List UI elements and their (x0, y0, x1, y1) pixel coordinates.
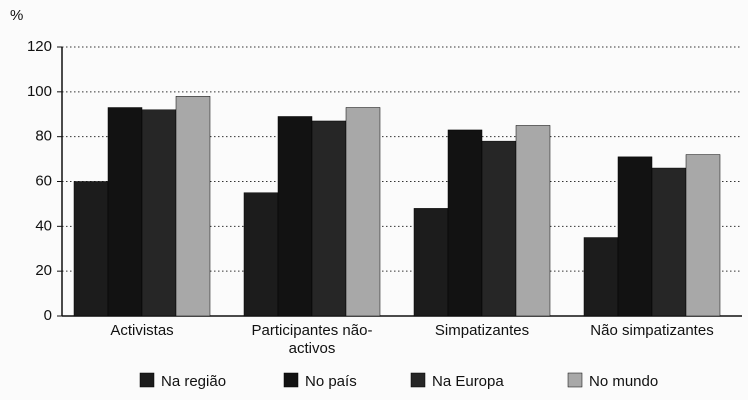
y-tick-label: 120 (27, 38, 52, 55)
legend-swatch (410, 372, 426, 388)
bar (277, 116, 313, 317)
legend-label: No mundo (589, 373, 658, 390)
x-tick-label: Não simpatizantes (590, 322, 714, 339)
bar (617, 156, 653, 317)
legend-swatch (139, 372, 155, 388)
legend-swatch (567, 372, 583, 388)
bar (481, 140, 517, 317)
bar (685, 154, 721, 317)
bar (175, 96, 211, 317)
legend-label: Na região (161, 373, 226, 390)
legend-swatch (283, 372, 299, 388)
legend-label: Na Europa (432, 373, 504, 390)
y-tick-label: 100 (27, 83, 52, 100)
bar (447, 129, 483, 317)
y-tick-label: 60 (35, 172, 52, 189)
bar (243, 192, 279, 317)
bar (141, 109, 177, 317)
bar (413, 208, 449, 317)
bar (345, 107, 381, 317)
y-tick-label: 80 (35, 128, 52, 145)
y-tick-label: 0 (44, 307, 52, 324)
y-tick-label: 40 (35, 217, 52, 234)
y-tick-label: 20 (35, 262, 52, 279)
bar (107, 107, 143, 317)
x-tick-label: Activistas (110, 322, 174, 339)
x-tick-label: Participantes não-activos (251, 322, 373, 357)
bar (583, 237, 619, 317)
bar (73, 181, 109, 317)
bar (515, 125, 551, 317)
x-tick-label: Simpatizantes (434, 322, 530, 339)
bar (651, 167, 687, 317)
legend-label: No país (305, 373, 357, 390)
bar (311, 120, 347, 317)
y-axis-label: % (10, 7, 23, 24)
